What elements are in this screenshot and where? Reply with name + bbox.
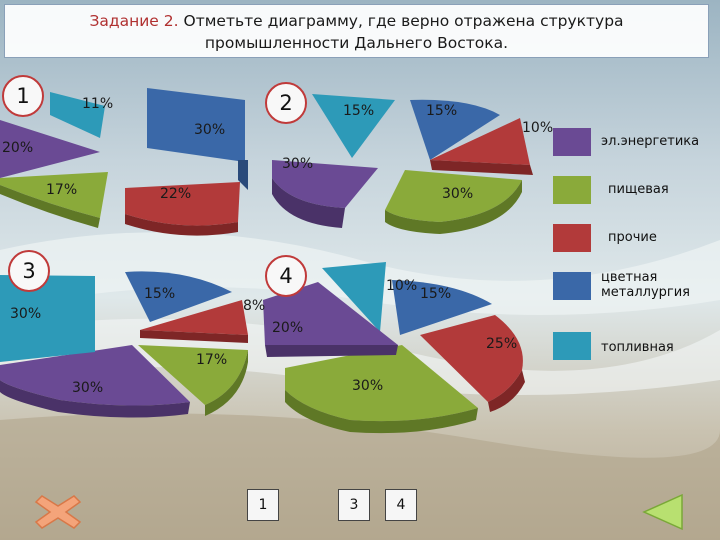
slice-prochie [125,182,240,226]
pct-label: 17% [46,182,78,198]
task-text-line2: промышленности Дальнего Востока. [204,34,509,52]
pct-label: 30% [282,156,314,172]
diagram-2 [272,94,533,234]
legend-label: эл.энергетика [601,134,700,149]
slice-el-energetika [0,345,190,406]
slice-pishchevaya [138,345,248,405]
legend-item-toplivnaya: топливная [553,330,718,370]
pct-label: 10% [522,120,554,136]
slice-el-energetika [272,160,378,208]
legend-swatch [553,176,591,204]
pct-label: 15% [144,286,176,302]
answer-button-1[interactable]: 1 [247,489,279,521]
slice-toplivnaya [0,275,95,362]
legend-item-pishchevaya: пищевая [553,174,718,214]
slice-pishchevaya [0,172,108,218]
pct-label: 11% [82,96,114,112]
pct-label: 20% [2,140,34,156]
legend-swatch [553,128,591,156]
legend-swatch [553,332,591,360]
slice-pishchevaya [285,345,478,422]
slice-prochie [420,315,523,402]
pct-label: 22% [160,186,192,202]
legend-label: топливная [601,340,674,355]
legend-item-el-energetika: эл.энергетика [553,126,718,166]
legend-label: пищевая [608,182,669,197]
diagram-1 [0,88,248,236]
task-text-line1: Отметьте диаграмму, где верно отражена с… [183,12,624,30]
pct-label: 15% [426,103,458,119]
pct-label: 30% [194,122,226,138]
legend-item-tsvetnaya-metallurgiya: цветная металлургия [553,268,718,308]
pct-label: 10% [386,278,418,294]
legend-label: цветная металлургия [601,270,691,300]
legend-swatch [553,224,591,252]
slice-pishchevaya [385,170,522,222]
task-header: Задание 2. Отметьте диаграмму, где верно… [4,4,709,58]
legend-label: прочие [608,230,657,245]
slice-el-energetika [263,282,398,345]
pct-label: 17% [196,352,228,368]
pct-label: 20% [272,320,304,336]
slice-prochie [140,300,248,335]
slice-tsvetnaya-metallurgiya [392,280,492,335]
diagram-3 [0,271,248,418]
triangle-back-icon[interactable] [640,493,684,531]
slice-tsvetnaya-metallurgiya [410,99,500,160]
slice-toplivnaya [312,94,395,158]
pct-label: 30% [10,306,42,322]
diagram-4 [263,262,525,434]
legend-item-prochie: прочие [553,222,718,262]
pct-label: 15% [343,103,375,119]
diagram-number-4: 4 [265,255,307,297]
answer-button-3[interactable]: 3 [338,489,370,521]
task-label: Задание 2. [89,12,179,30]
diagram-number-1: 1 [2,75,44,117]
pct-label: 8% [243,298,266,314]
slice-tsvetnaya-metallurgiya [147,88,245,162]
diagram-number-2: 2 [265,82,307,124]
pct-label: 30% [352,378,384,394]
answer-button-4[interactable]: 4 [385,489,417,521]
slice-toplivnaya [50,92,105,138]
slice-toplivnaya [322,262,386,332]
pct-label: 25% [486,336,518,352]
pct-label: 30% [442,186,474,202]
legend-swatch [553,272,591,300]
slice-prochie [430,118,530,165]
slice-tsvetnaya-metallurgiya [125,271,232,322]
pct-label: 30% [72,380,104,396]
slice-el-energetika [0,120,100,178]
diagram-number-3: 3 [8,250,50,292]
pct-label: 15% [420,286,452,302]
close-x-icon[interactable] [34,492,82,532]
